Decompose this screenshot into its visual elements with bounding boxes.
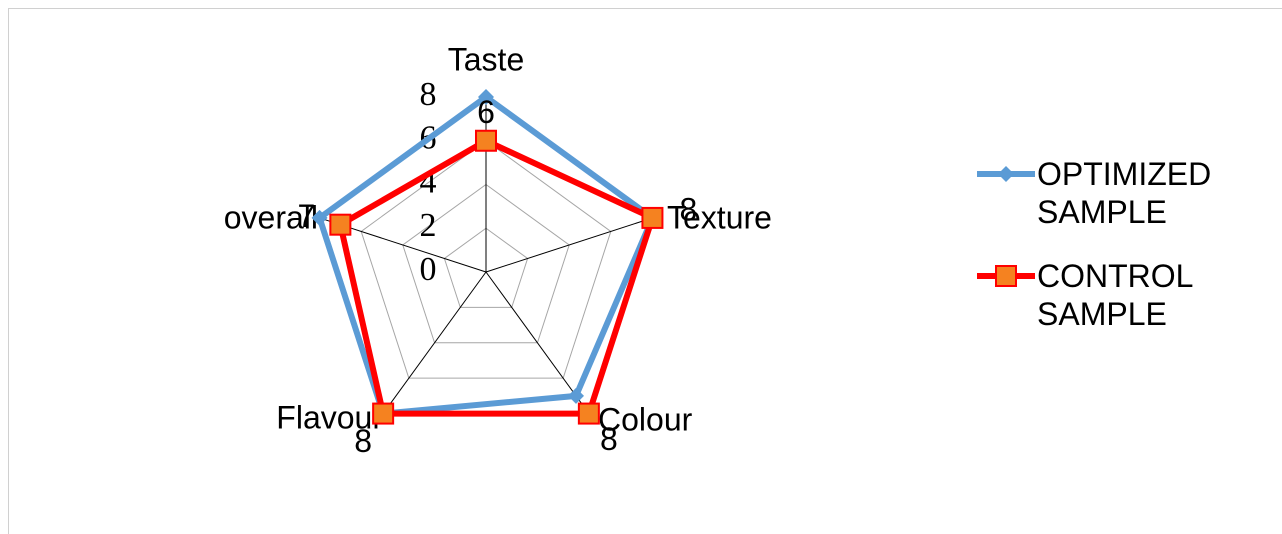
chart-border: [8, 8, 1282, 534]
spoke: [485, 217, 653, 273]
r-tick-label: 2: [420, 207, 437, 244]
r-tick-label: 0: [420, 251, 437, 288]
marker: [478, 89, 494, 105]
marker: [998, 166, 1014, 182]
category-label: Colour: [598, 401, 693, 437]
series-line: [316, 93, 657, 417]
data-label: 8: [600, 421, 618, 457]
grid-line: [360, 140, 612, 379]
data-label: 7: [297, 198, 315, 234]
legend-swatch: [977, 166, 1035, 182]
grid-line: [443, 227, 529, 308]
spoke: [382, 271, 487, 414]
legend: OPTIMIZED SAMPLE CONTROL SAMPLE: [975, 155, 1275, 359]
data-label: 8: [354, 423, 372, 459]
spoke: [485, 271, 590, 414]
category-label: Taste: [448, 41, 524, 77]
data-label: 6: [477, 94, 495, 130]
marker: [372, 402, 395, 425]
data-label: 8: [680, 191, 698, 227]
marker: [641, 206, 664, 229]
marker: [577, 402, 600, 425]
legend-label: OPTIMIZED SAMPLE: [1037, 156, 1212, 230]
legend-label: CONTROL SAMPLE: [1037, 258, 1193, 332]
legend-item: CONTROL SAMPLE: [975, 257, 1275, 333]
legend-item: OPTIMIZED SAMPLE: [975, 155, 1275, 231]
marker: [311, 209, 328, 226]
marker: [568, 387, 585, 404]
category-label: Flavour: [276, 399, 383, 435]
category-label: overall: [224, 199, 318, 235]
r-tick-label: 8: [420, 76, 437, 113]
category-label: Texture: [667, 199, 772, 235]
marker: [329, 213, 352, 236]
grid-line: [402, 183, 570, 344]
series-line: [336, 137, 657, 417]
marker: [995, 265, 1017, 287]
marker: [475, 129, 497, 152]
legend-swatch: [977, 265, 1035, 287]
